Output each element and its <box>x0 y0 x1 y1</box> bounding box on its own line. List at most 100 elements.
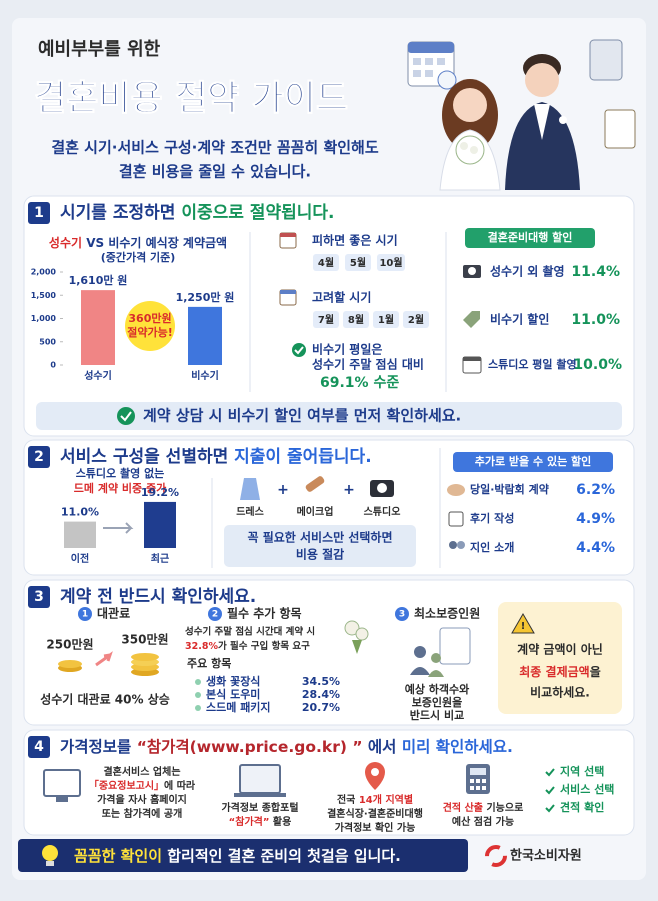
decoration <box>343 311 369 328</box>
info-line: 가격정보 확인 가능 <box>335 821 416 834</box>
item-badge <box>208 607 222 621</box>
step: 서비스 선택 <box>560 782 614 796</box>
service-label: 드레스 <box>236 505 264 518</box>
decoration <box>457 541 465 549</box>
month: 2월 <box>408 314 424 326</box>
decoration <box>439 627 471 665</box>
discount-label: 성수기 외 촬영 <box>490 264 565 279</box>
checks <box>545 768 555 813</box>
people-icon <box>410 627 471 677</box>
title-part: 서비스 구성을 선별하면 <box>60 447 234 467</box>
item-badge <box>395 607 409 621</box>
text-part: 을 <box>590 665 601 679</box>
chart-title: 성수기 VS 비수기 예식장 계약금액 <box>49 235 227 250</box>
decoration <box>431 653 441 663</box>
value-label: 11.0% <box>61 506 99 519</box>
discount-value: 11.4% <box>571 264 620 280</box>
category-label: 성수기 <box>84 369 112 382</box>
info-line: 전국 14개 지역별 <box>337 793 413 806</box>
bullets <box>195 679 201 711</box>
section-number: 4 <box>34 739 44 755</box>
decoration <box>42 845 58 861</box>
saving-box <box>224 525 416 567</box>
value-label: 19.2% <box>141 486 179 499</box>
text-part: 에 따라 <box>164 779 196 792</box>
guarantee-line: 반드시 비교 <box>410 708 464 722</box>
tag-icon <box>463 311 480 328</box>
decoration <box>377 483 387 493</box>
flower-icon <box>344 620 369 654</box>
category-label: 최근 <box>151 552 169 565</box>
item-label: 본식 도우미 <box>206 687 260 701</box>
decoration <box>46 861 54 866</box>
decoration <box>604 109 636 149</box>
footer-message: 꼼꼼한 확인이 합리적인 결혼 준비의 첫걸음 입니다. <box>74 847 401 865</box>
subtitle: 주요 항목 <box>187 656 231 670</box>
item-title: 최소보증인원 <box>414 606 480 621</box>
decoration <box>292 343 306 357</box>
header-title: 결혼비용 절약 가이드 <box>34 79 348 119</box>
decoration <box>505 102 580 190</box>
calculator-icon <box>466 764 490 794</box>
title-part: 미리 확인하세요. <box>402 737 513 756</box>
category-label: 이전 <box>71 552 89 565</box>
decoration <box>280 233 296 237</box>
info-line: 가격정보 종합포털 <box>221 801 298 814</box>
section-box <box>23 579 635 726</box>
section-box <box>23 729 635 836</box>
discount-label: 스튜디오 평일 촬영 <box>488 357 577 371</box>
decoration <box>482 786 486 790</box>
decoration <box>408 42 454 53</box>
y-tick-label: 1,500 <box>31 291 57 300</box>
bulb-icon <box>42 845 58 866</box>
y-tick-label: 2,000 <box>31 268 57 277</box>
decoration <box>43 769 81 797</box>
decoration <box>344 620 360 636</box>
illustration <box>407 39 636 191</box>
chart-title: 드메 계약 비중 증가 <box>74 481 166 495</box>
text-part: 전국 <box>337 793 359 806</box>
chart-subtitle: (중간가격 기준) <box>101 250 176 264</box>
bar <box>188 306 222 365</box>
map-icon <box>365 762 385 790</box>
price: 350만원 <box>121 632 168 647</box>
month: 1월 <box>378 314 394 326</box>
panel-header <box>465 228 595 248</box>
decoration <box>476 786 480 790</box>
section-badge <box>28 202 50 224</box>
row-icons <box>447 484 465 549</box>
decoration <box>589 39 623 81</box>
coins <box>58 651 159 676</box>
note-line: 비수기 평일은 <box>312 342 382 357</box>
required-line: 성수기 주말 점심 시간대 계약 시 <box>185 626 315 638</box>
lead-line: 결혼 시기·서비스 구성·계약 조건만 꼼꼼히 확인해도 <box>51 139 379 157</box>
check-icon <box>292 343 306 357</box>
discount-label: 후기 작성 <box>470 511 514 525</box>
month: 7월 <box>318 314 334 326</box>
item-title: 대관료 <box>97 606 130 621</box>
info-line: 「중요정보고시」에 따라 <box>89 779 196 792</box>
section-number: 1 <box>34 205 44 221</box>
title-part: “참가격(www.price.go.kr) ” <box>137 737 363 756</box>
highlight: 최종 결제금액 <box>519 664 589 679</box>
step: 견적 확인 <box>560 800 604 814</box>
section-title: 가격정보를 “참가격(www.price.go.kr) ” 에서 미리 확인하세… <box>60 737 513 756</box>
tip-text: 계약 상담 시 비수기 할인 여부를 먼저 확인하세요. <box>143 407 461 425</box>
discount-value: 10.0% <box>573 357 622 373</box>
section-badge <box>28 736 50 758</box>
text-part: 가 필수 구입 항목 요구 <box>218 640 310 652</box>
decoration <box>453 88 487 122</box>
section-title: 서비스 구성을 선별하면 지출이 줄어듭니다. <box>60 447 372 467</box>
arrow <box>103 522 134 534</box>
decoration <box>470 779 474 783</box>
lead-line: 결혼 비용을 줄일 수 있습니다. <box>119 163 311 181</box>
decoration <box>234 793 286 797</box>
highlight: 14개 지역별 <box>359 793 413 806</box>
decoration <box>485 845 507 867</box>
decoration <box>58 660 82 668</box>
decoration <box>373 311 399 328</box>
org-name: 한국소비자원 <box>510 848 582 864</box>
discount-label: 당일·박람회 계약 <box>470 482 549 496</box>
decoration <box>403 311 429 328</box>
decoration <box>95 651 113 667</box>
